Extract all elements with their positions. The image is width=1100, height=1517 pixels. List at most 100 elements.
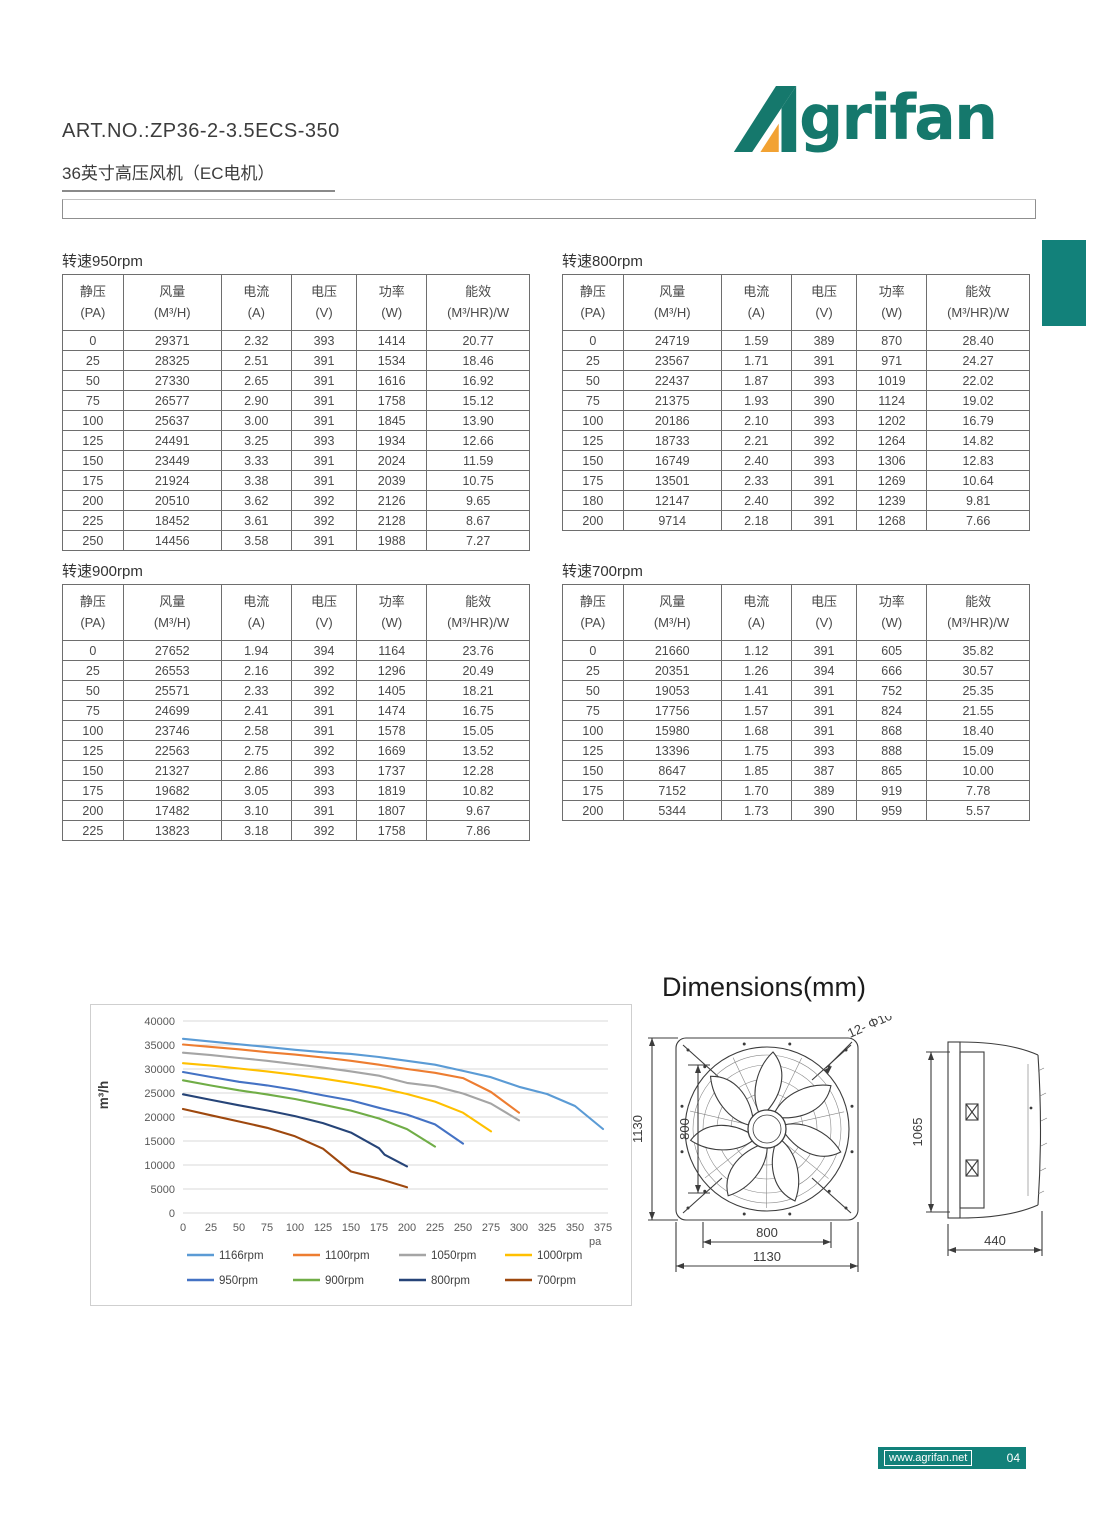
- table-row: 175 19682 3.05 393 1819 10.82: [62, 780, 530, 801]
- performance-table-950rpm: 静压 (PA) 风量 (M³/H) 电流 (A) 电压 (V) 功率 (W) 能效 (M³/HR)/W…: [62, 274, 530, 551]
- table-cell: 2.51: [220, 350, 292, 371]
- logo-a-mark: [733, 86, 797, 152]
- table-row: 175 7152 1.70 389 919 7.78: [562, 780, 1030, 801]
- table-cell: 250: [62, 530, 124, 551]
- table-cell: 16749: [622, 450, 722, 471]
- table-cell: 393: [290, 780, 358, 801]
- table-row: 225 18452 3.61 392 2128 8.67: [62, 510, 530, 531]
- table-cell: 15.05: [426, 720, 530, 741]
- table-cell: 125: [562, 740, 624, 761]
- table-cell: 22563: [122, 740, 222, 761]
- y-tick-label: 35000: [144, 1040, 175, 1052]
- column-header: 电流 (A): [220, 584, 292, 641]
- table-cell: 16.79: [926, 410, 1030, 431]
- table-cell: 870: [856, 330, 928, 351]
- table-cell: 3.62: [220, 490, 292, 511]
- table-cell: 2.75: [220, 740, 292, 761]
- table-cell: 1.94: [220, 640, 292, 661]
- y-axis-label: m³/h: [96, 1081, 111, 1110]
- table-row: 175 13501 2.33 391 1269 10.64: [562, 470, 1030, 491]
- table-cell: 2.32: [220, 330, 292, 351]
- column-header: 电压 (V): [790, 584, 858, 641]
- table-cell: 2.18: [720, 510, 792, 531]
- table-cell: 392: [290, 510, 358, 531]
- performance-table-900rpm: 静压 (PA) 风量 (M³/H) 电流 (A) 电压 (V) 功率 (W) 能效 (M³/HR)/W…: [62, 584, 530, 841]
- performance-chart: 40000 35000 30000 25000 20000 15000 10000 5000 0…: [90, 1004, 632, 1306]
- table-cell: 824: [856, 700, 928, 721]
- table-cell: 25.35: [926, 680, 1030, 701]
- x-tick-label: 75: [261, 1222, 273, 1234]
- column-header: 能效 (M³/HR)/W: [926, 274, 1030, 331]
- table-row: 200 9714 2.18 391 1268 7.66: [562, 510, 1030, 531]
- table-cell: 8.67: [426, 510, 530, 531]
- table-cell: 2.16: [220, 660, 292, 681]
- table-cell: 225: [62, 510, 124, 531]
- table-row: 225 13823 3.18 392 1758 7.86: [62, 820, 530, 841]
- column-header: 静压 (PA): [62, 274, 124, 331]
- table-cell: 12147: [622, 490, 722, 511]
- series-900rpm: [181, 1079, 437, 1148]
- table-row: 150 16749 2.40 393 1306 12.83: [562, 450, 1030, 471]
- table-cell: 13.52: [426, 740, 530, 761]
- table-cell: 393: [290, 760, 358, 781]
- table-cell: 2126: [356, 490, 428, 511]
- table-cell: 7152: [622, 780, 722, 801]
- table-cell: 25: [562, 350, 624, 371]
- table-cell: 391: [790, 640, 858, 661]
- logo-a-right-stroke: [781, 86, 797, 152]
- table-cell: 125: [62, 740, 124, 761]
- table-cell: 1264: [856, 430, 928, 451]
- column-header: 风量 (M³/H): [622, 274, 722, 331]
- table-cell: 14456: [122, 530, 222, 551]
- x-tick-label: 275: [482, 1222, 500, 1234]
- table-cell: 1988: [356, 530, 428, 551]
- table-cell: 7.27: [426, 530, 530, 551]
- page-edge-tab: [1042, 240, 1086, 326]
- table-cell: 12.28: [426, 760, 530, 781]
- legend-label-950rpm: 950rpm: [219, 1275, 258, 1287]
- table-row: 0 21660 1.12 391 605 35.82: [562, 640, 1030, 661]
- table-row: 0 29371 2.32 393 1414 20.77: [62, 330, 530, 351]
- table-cell: 25637: [122, 410, 222, 431]
- table-cell: 23.76: [426, 640, 530, 661]
- x-tick-label: 50: [233, 1222, 245, 1234]
- table-cell: 5344: [622, 800, 722, 821]
- table-cell: 17482: [122, 800, 222, 821]
- table-row: 50 19053 1.41 391 752 25.35: [562, 680, 1030, 701]
- table-cell: 1268: [856, 510, 928, 531]
- table-cell: 392: [290, 490, 358, 511]
- dim-front-hole-height: 800: [677, 1118, 692, 1140]
- table-cell: 21.55: [926, 700, 1030, 721]
- table-cell: 2128: [356, 510, 428, 531]
- table-cell: 35.82: [926, 640, 1030, 661]
- table-cell: 15980: [622, 720, 722, 741]
- table-cell: 100: [62, 720, 124, 741]
- table-cell: 390: [790, 390, 858, 411]
- table-cell: 13501: [622, 470, 722, 491]
- table-cell: 25: [562, 660, 624, 681]
- table-cell: 1934: [356, 430, 428, 451]
- table-cell: 391: [290, 530, 358, 551]
- x-tick-label: 350: [566, 1222, 584, 1234]
- table-row: 125 18733 2.21 392 1264 14.82: [562, 430, 1030, 451]
- table-cell: 394: [290, 640, 358, 661]
- footer-page-number: 04: [1006, 1451, 1020, 1465]
- table-cell: 125: [562, 430, 624, 451]
- table-cell: 22437: [622, 370, 722, 391]
- footer-url[interactable]: www.agrifan.net: [884, 1450, 973, 1466]
- legend-label-800rpm: 800rpm: [431, 1275, 470, 1287]
- table-header-row: 静压 (PA) 风量 (M³/H) 电流 (A) 电压 (V) 功率 (W) 能效 (M³/HR)/W: [562, 274, 1030, 331]
- table-cell: 1.73: [720, 800, 792, 821]
- table-cell: 1405: [356, 680, 428, 701]
- table-cell: 13823: [122, 820, 222, 841]
- table-cell: 391: [790, 350, 858, 371]
- table-cell: 28325: [122, 350, 222, 371]
- table-cell: 391: [290, 720, 358, 741]
- legend-label-1100rpm: 1100rpm: [325, 1250, 370, 1262]
- table-cell: 391: [290, 800, 358, 821]
- table-cell: 1.93: [720, 390, 792, 411]
- table-cell: 9.65: [426, 490, 530, 511]
- table-cell: 7.86: [426, 820, 530, 841]
- table-cell: 868: [856, 720, 928, 741]
